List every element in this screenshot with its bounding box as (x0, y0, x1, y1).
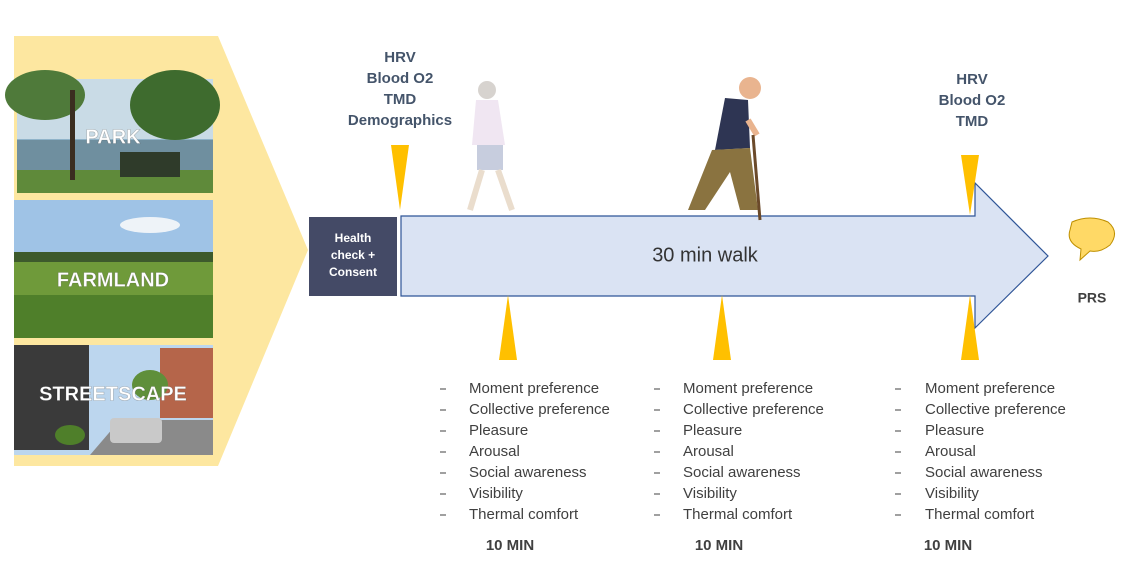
health-check-box (309, 217, 397, 296)
environment-label: STREETSCAPE (39, 383, 187, 405)
streetscape-photo (14, 345, 213, 455)
marker (961, 155, 979, 215)
measure-item: Thermal comfort (469, 506, 579, 523)
health-check-label: Consent (329, 265, 377, 279)
measure-item: Collective preference (469, 401, 610, 418)
speech-bubble (1068, 217, 1115, 262)
measure-item: Arousal (925, 443, 976, 460)
measure-item: Social awareness (925, 464, 1043, 481)
measure-item: Arousal (469, 443, 520, 460)
walk-label: 30 min walk (652, 244, 759, 266)
duration-label: 10 MIN (924, 537, 972, 554)
measure-item: Collective preference (683, 401, 824, 418)
marker (499, 295, 517, 360)
measure-item: Social awareness (469, 464, 587, 481)
measure-item: Visibility (683, 485, 737, 502)
measure-item: Moment preference (925, 380, 1055, 397)
post-measure: TMD (956, 113, 989, 130)
health-check-label: Health (335, 231, 372, 245)
measure-item: Visibility (469, 485, 523, 502)
woman-figure (467, 81, 515, 211)
duration-label: 10 MIN (695, 537, 743, 554)
environment-label: FARMLAND (57, 269, 169, 291)
measure-item: Collective preference (925, 401, 1066, 418)
environment-label: PARK (85, 126, 141, 148)
farmland-photo (14, 200, 213, 338)
health-check-label: check + (331, 248, 375, 262)
old-man-figure (688, 77, 762, 221)
pre-measure: Demographics (348, 112, 452, 129)
park-photo (5, 70, 220, 193)
pre-measure: Blood O2 (367, 70, 434, 87)
post-measure: Blood O2 (939, 92, 1006, 109)
walk-arrow (400, 181, 1049, 330)
measure-item: Thermal comfort (925, 506, 1035, 523)
marker (713, 295, 731, 360)
measure-item: Visibility (925, 485, 979, 502)
marker (961, 295, 979, 360)
measure-item: Pleasure (469, 422, 528, 439)
pre-measure: TMD (384, 91, 417, 108)
measure-item: Pleasure (925, 422, 984, 439)
end-label: PRS (1078, 290, 1107, 306)
measure-item: Moment preference (469, 380, 599, 397)
pre-measure: HRV (384, 49, 415, 66)
markers (391, 145, 979, 360)
marker (391, 145, 409, 210)
measure-item: Social awareness (683, 464, 801, 481)
measure-item: Moment preference (683, 380, 813, 397)
measure-item: Pleasure (683, 422, 742, 439)
measure-item: Arousal (683, 443, 734, 460)
post-measure: HRV (956, 71, 987, 88)
measure-item: Thermal comfort (683, 506, 793, 523)
duration-label: 10 MIN (486, 537, 534, 554)
